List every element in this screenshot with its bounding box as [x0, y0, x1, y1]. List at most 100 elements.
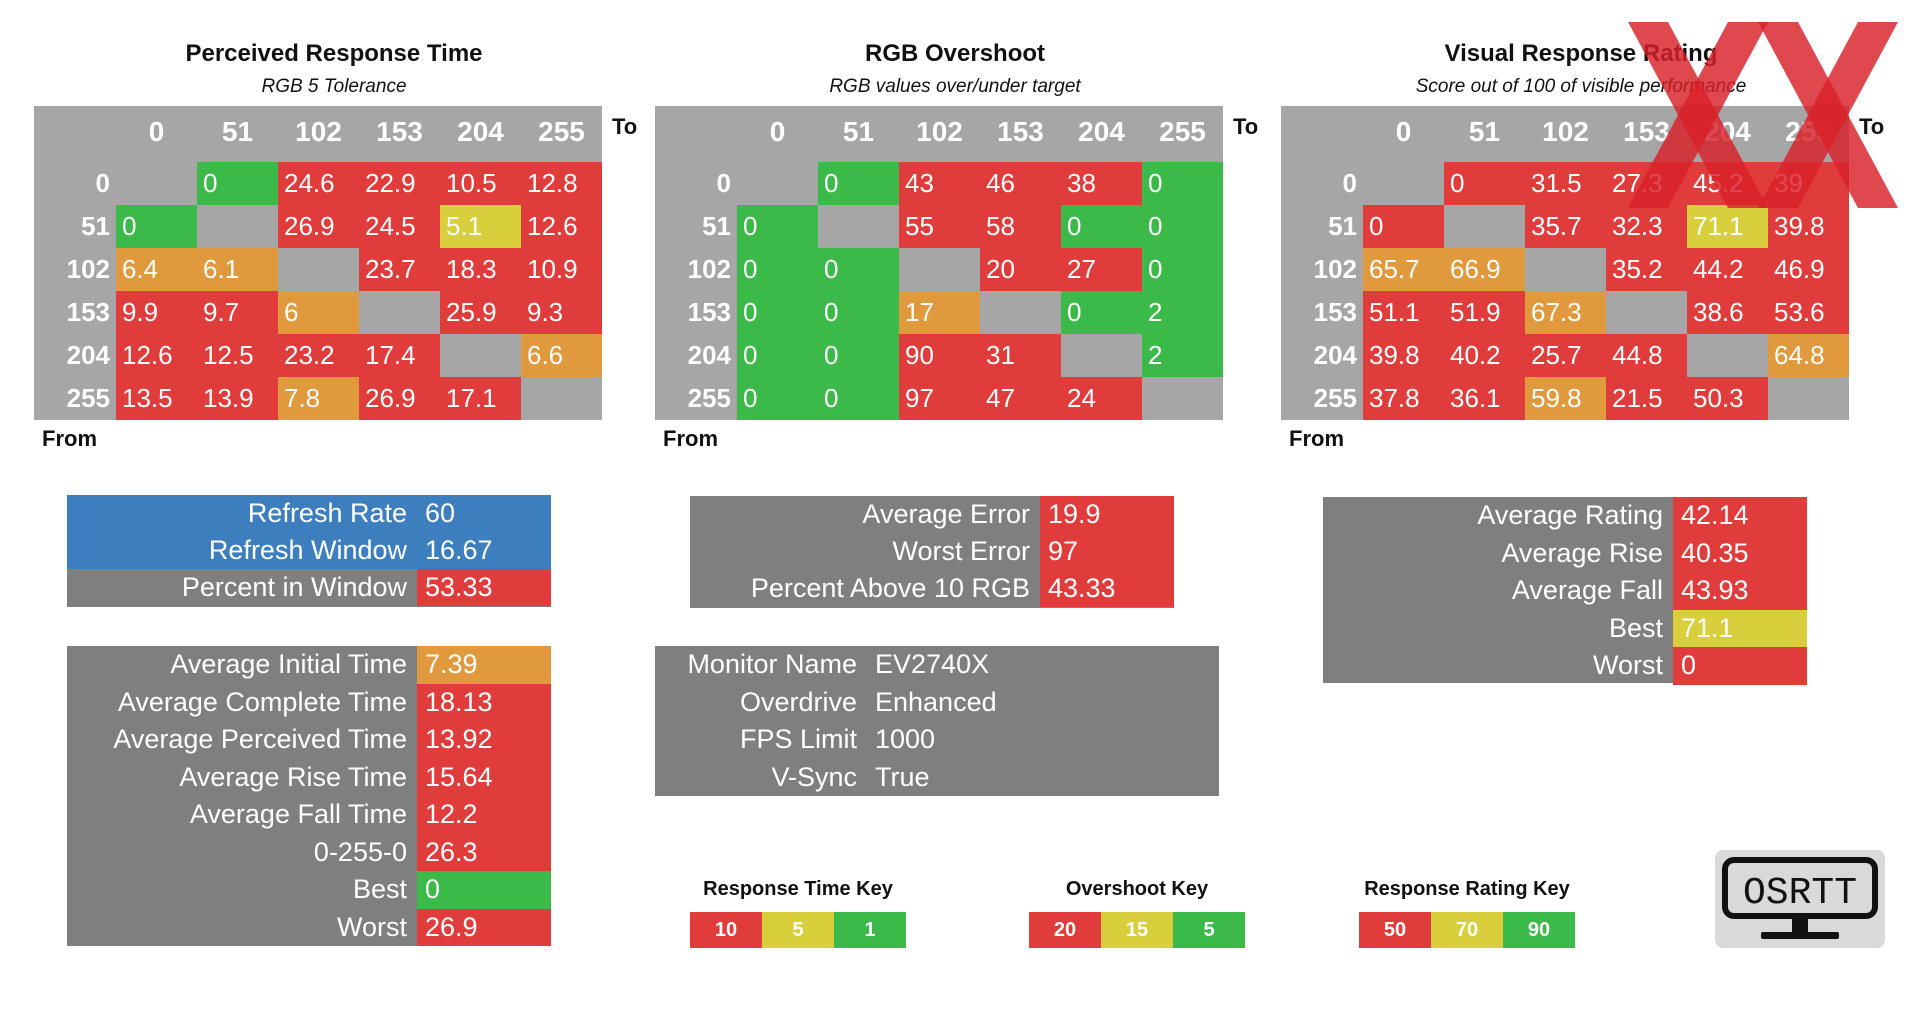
column-header: 51 — [842, 116, 875, 147]
stat-label: Average Rating — [1477, 500, 1663, 530]
stat-label: 0-255-0 — [313, 836, 407, 867]
key-swatch: 10 — [690, 912, 762, 948]
heatmap-cell: 26.9 — [359, 377, 440, 420]
stat-row: Average Fall 43.93 — [1323, 572, 1807, 610]
from-label: From — [1289, 426, 1344, 451]
stat-label: FPS Limit — [739, 724, 857, 754]
heatmap-cell: 17.4 — [359, 334, 440, 377]
stat-row: Overdrive Enhanced — [655, 684, 1219, 722]
column-header: 204 — [1078, 116, 1125, 147]
stat-value: 40.35 — [1673, 534, 1807, 572]
heatmap-cell: 25.9 — [440, 291, 521, 334]
diagonal-cell — [521, 377, 602, 420]
heatmap-cell: 0 — [737, 205, 818, 248]
stat-value: 15.64 — [417, 758, 551, 796]
xx-watermark — [1628, 22, 1898, 208]
column-header: 153 — [1623, 116, 1670, 147]
heatmap-cell: 18.3 — [440, 248, 521, 291]
heatmap-cell: 65.7 — [1363, 248, 1444, 291]
heatmap-cell: 97 — [899, 377, 980, 420]
heatmap-cell: 5.1 — [440, 205, 521, 248]
heatmap-cell: 46.9 — [1768, 248, 1849, 291]
stat-value: 13.92 — [417, 721, 551, 759]
heatmap-cell: 51.9 — [1444, 291, 1525, 334]
heatmap-cell: 71.1 — [1687, 205, 1768, 248]
heatmap-cell: 6.4 — [116, 248, 197, 291]
stat-value: Enhanced — [875, 686, 997, 717]
heatmap-cell: 23.7 — [359, 248, 440, 291]
heatmap-cell: 9.7 — [197, 291, 278, 334]
diagonal-cell — [1061, 334, 1142, 377]
diagonal-cell — [197, 205, 278, 248]
stat-label: Best — [352, 874, 407, 904]
from-label: From — [42, 426, 97, 451]
heatmap-cell: 64.8 — [1768, 334, 1849, 377]
heatmap-cell: 53.6 — [1768, 291, 1849, 334]
stat-value: 16.67 — [417, 532, 551, 569]
column-header: 0 — [769, 116, 786, 147]
column-header: 0 — [148, 116, 165, 147]
heatmap-cell: 0 — [818, 162, 899, 205]
to-label: To — [612, 114, 638, 139]
stat-label: Worst Error — [892, 536, 1030, 566]
diagonal-cell — [1606, 291, 1687, 334]
stat-label: Percent in Window — [181, 572, 407, 602]
stat-value: 97 — [1040, 533, 1174, 570]
stat-label: Monitor Name — [687, 649, 857, 679]
key-swatch: 1 — [834, 912, 906, 948]
heatmap-cell: 39.8 — [1363, 334, 1444, 377]
row-header: 153 — [66, 297, 110, 327]
heatmap-cell: 35.7 — [1525, 205, 1606, 248]
heatmap-cell: 37.8 — [1363, 377, 1444, 420]
row-header: 204 — [66, 340, 110, 370]
stat-row: V-Sync True — [655, 759, 1219, 797]
stat-value: 60 — [417, 495, 551, 532]
stat-label: Refresh Window — [208, 535, 407, 565]
response-time-stats-box: Average Initial Time 7.39 Average Complete… — [67, 646, 551, 946]
overshoot-stats-box: Average Error 19.9 Worst Error 97 Percent Ab… — [690, 496, 1174, 608]
stat-label: Worst — [1592, 650, 1663, 680]
diagonal-cell — [1768, 377, 1849, 420]
stat-row: Refresh Window 16.67 — [67, 532, 551, 569]
stat-label: Average Perceived Time — [113, 724, 407, 754]
heatmap-cell: 0 — [737, 377, 818, 420]
heatmap-cell: 32.3 — [1606, 205, 1687, 248]
stat-value: 7.39 — [417, 646, 551, 684]
heatmap-cell: 51.1 — [1363, 291, 1444, 334]
heatmap-cell: 24 — [1061, 377, 1142, 420]
stat-row: Worst 26.9 — [67, 908, 551, 946]
perceived-response-time-panel: Perceived Response Time RGB 5 Tolerance 0 5… — [34, 38, 638, 458]
heatmap-cell: 13.5 — [116, 377, 197, 420]
heatmap-cell: 12.6 — [116, 334, 197, 377]
heatmap-cell: 67.3 — [1525, 291, 1606, 334]
stat-label: Average Error — [862, 499, 1030, 529]
monitor-logo-icon: OSRTT — [1715, 850, 1885, 948]
heatmap-cell: 0 — [737, 334, 818, 377]
heatmap-cell: 0 — [737, 248, 818, 291]
stat-value: 71.1 — [1673, 609, 1807, 647]
stat-row: Best 71.1 — [1323, 609, 1807, 647]
response-time-key: Response Time Key 10 5 1 — [690, 878, 906, 948]
heatmap-cell: 31.5 — [1525, 162, 1606, 205]
stat-value: 0 — [1673, 647, 1807, 685]
to-label: To — [1233, 114, 1259, 139]
stat-label: Refresh Rate — [247, 498, 407, 528]
monitor-info-box: Monitor Name EV2740X Overdrive Enhanced FPS … — [655, 646, 1219, 796]
heatmap-cell: 12.6 — [521, 205, 602, 248]
heatmap-cell: 6.1 — [197, 248, 278, 291]
rating-stats-box: Average Rating 42.14 Average Rise 40.35 Aver… — [1323, 497, 1807, 685]
heatmap-cell: 21.5 — [1606, 377, 1687, 420]
refresh-stats-box: Refresh Rate 60 Refresh Window 16.67 Percent… — [67, 495, 551, 607]
stat-row: Average Perceived Time 13.92 — [67, 721, 551, 759]
row-header: 51 — [81, 211, 110, 241]
stat-label: Average Fall — [1511, 575, 1663, 605]
column-header: 102 — [295, 116, 342, 147]
response-rating-key: Response Rating Key 50 70 90 — [1359, 878, 1575, 948]
heatmap-cell: 10.9 — [521, 248, 602, 291]
heatmap-cell: 20 — [980, 248, 1061, 291]
heatmap-grid: 0 51 102 153 204 255 0 0 24.6 22.9 10.5 12.8 51 0 26.9… — [34, 106, 602, 420]
stat-value: 0 — [417, 871, 551, 909]
heatmap-cell: 26.9 — [278, 205, 359, 248]
heatmap-cell: 0 — [1444, 162, 1525, 205]
heatmap-cell: 0 — [1142, 162, 1223, 205]
